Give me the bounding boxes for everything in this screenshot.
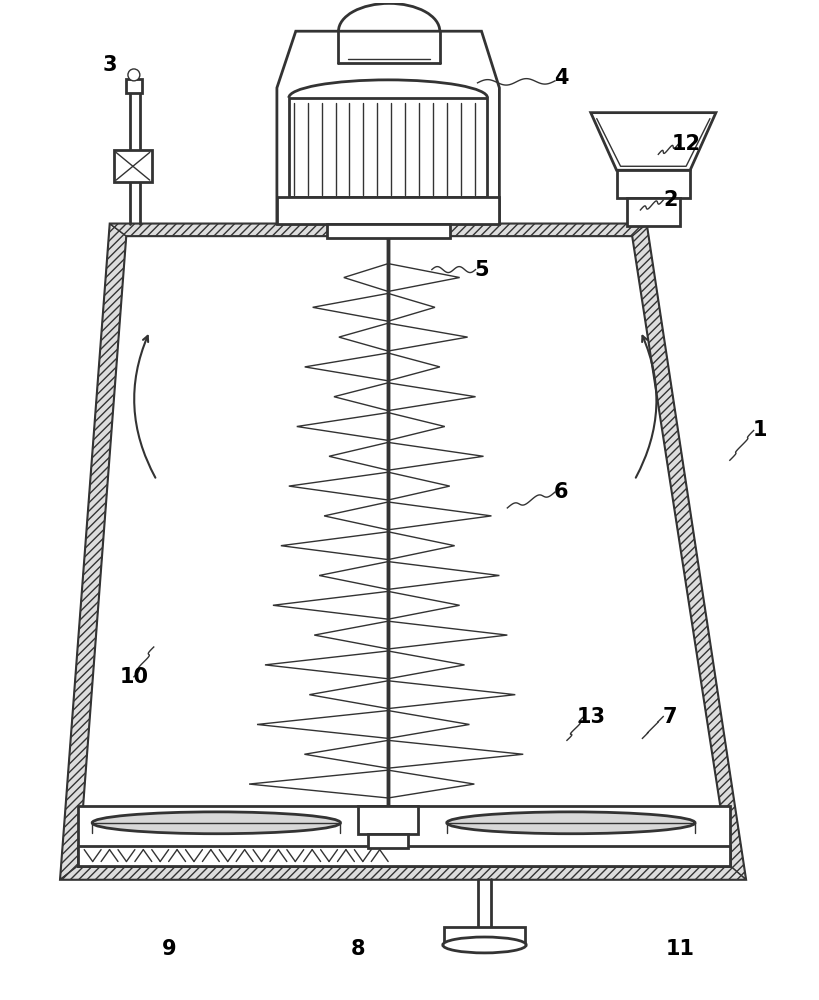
Text: 11: 11 (666, 939, 695, 959)
Text: 4: 4 (554, 68, 568, 88)
Text: 9: 9 (162, 939, 177, 959)
Polygon shape (110, 224, 646, 236)
Polygon shape (388, 532, 455, 560)
Polygon shape (305, 740, 388, 768)
Text: 13: 13 (577, 707, 605, 727)
Bar (617, 170, 690, 198)
Polygon shape (273, 591, 388, 619)
Polygon shape (334, 383, 388, 411)
Polygon shape (319, 562, 388, 589)
Bar (359, 806, 418, 834)
Polygon shape (388, 472, 450, 500)
Text: 2: 2 (663, 190, 677, 210)
Ellipse shape (128, 69, 140, 81)
Bar (114, 150, 152, 182)
Polygon shape (296, 413, 388, 440)
Polygon shape (324, 502, 388, 530)
Polygon shape (289, 472, 388, 500)
Bar (126, 79, 142, 93)
Bar (79, 806, 730, 866)
Text: 6: 6 (554, 482, 568, 502)
Polygon shape (388, 681, 515, 709)
Polygon shape (329, 442, 388, 470)
Polygon shape (339, 323, 388, 351)
Polygon shape (388, 353, 440, 381)
Polygon shape (590, 113, 716, 170)
Text: 1: 1 (753, 420, 767, 440)
Polygon shape (249, 770, 388, 798)
Polygon shape (388, 293, 435, 321)
Polygon shape (79, 236, 730, 866)
Ellipse shape (443, 937, 526, 953)
Polygon shape (388, 383, 476, 411)
Ellipse shape (446, 812, 695, 834)
Polygon shape (632, 224, 746, 879)
Polygon shape (388, 591, 459, 619)
Polygon shape (388, 770, 474, 798)
Polygon shape (265, 651, 388, 679)
Bar (277, 197, 500, 224)
Polygon shape (61, 224, 746, 879)
Polygon shape (388, 711, 469, 738)
Polygon shape (61, 866, 746, 879)
Polygon shape (281, 532, 388, 560)
Polygon shape (310, 681, 388, 709)
Polygon shape (388, 621, 507, 649)
Polygon shape (388, 264, 459, 291)
Polygon shape (388, 502, 491, 530)
Bar (327, 224, 450, 238)
Polygon shape (388, 740, 523, 768)
Polygon shape (388, 413, 445, 440)
Polygon shape (305, 353, 388, 381)
Text: 7: 7 (663, 707, 677, 727)
Text: 3: 3 (103, 55, 117, 75)
Bar (369, 834, 408, 848)
Bar (79, 846, 730, 866)
Text: 12: 12 (672, 134, 700, 154)
Polygon shape (388, 442, 483, 470)
Polygon shape (344, 264, 388, 291)
Polygon shape (388, 323, 468, 351)
Text: 8: 8 (351, 939, 365, 959)
Polygon shape (388, 562, 500, 589)
Polygon shape (388, 651, 464, 679)
Polygon shape (61, 224, 126, 879)
Polygon shape (257, 711, 388, 738)
Polygon shape (314, 621, 388, 649)
Text: 10: 10 (120, 667, 148, 687)
Text: 5: 5 (474, 260, 489, 280)
Polygon shape (277, 31, 500, 224)
Bar (444, 927, 525, 945)
Bar (627, 198, 680, 226)
Bar (289, 98, 487, 197)
Polygon shape (313, 293, 388, 321)
Ellipse shape (93, 812, 341, 834)
